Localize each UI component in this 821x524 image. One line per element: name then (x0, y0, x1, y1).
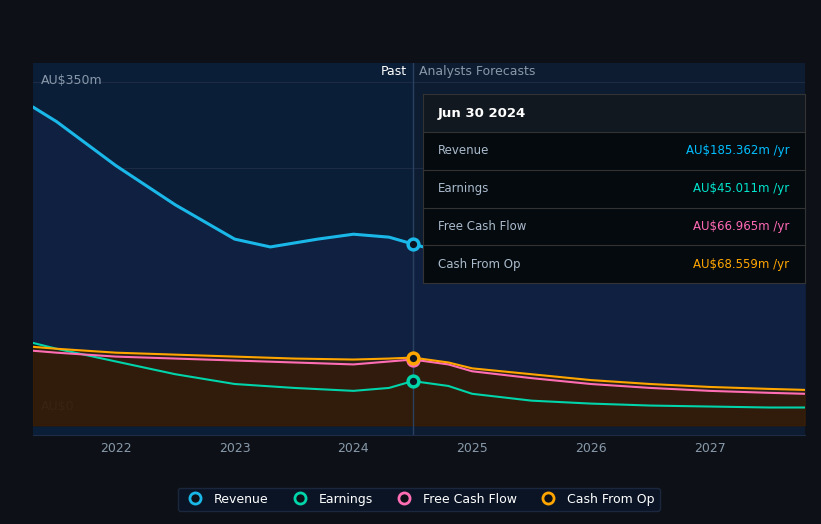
Text: Free Cash Flow: Free Cash Flow (438, 220, 526, 233)
Bar (413, 63, 805, 435)
Text: AU$185.362m /yr: AU$185.362m /yr (686, 145, 789, 157)
Point (406, 355, 420, 364)
Text: AU$45.011m /yr: AU$45.011m /yr (693, 182, 789, 195)
Text: AU$0: AU$0 (40, 400, 74, 412)
Point (406, 240, 420, 248)
Text: AU$68.559m /yr: AU$68.559m /yr (693, 258, 789, 270)
Point (406, 377, 420, 385)
Text: AU$66.965m /yr: AU$66.965m /yr (693, 220, 789, 233)
Text: Cash From Op: Cash From Op (438, 258, 521, 270)
Text: Analysts Forecasts: Analysts Forecasts (419, 64, 535, 78)
Bar (33, 63, 413, 435)
Text: Jun 30 2024: Jun 30 2024 (438, 107, 526, 119)
Text: Revenue: Revenue (438, 145, 489, 157)
Text: AU$350m: AU$350m (40, 74, 102, 87)
Text: Past: Past (381, 64, 407, 78)
Text: Earnings: Earnings (438, 182, 489, 195)
Point (406, 353, 420, 362)
Bar (423, 94, 805, 132)
Legend: Revenue, Earnings, Free Cash Flow, Cash From Op: Revenue, Earnings, Free Cash Flow, Cash … (178, 487, 659, 510)
